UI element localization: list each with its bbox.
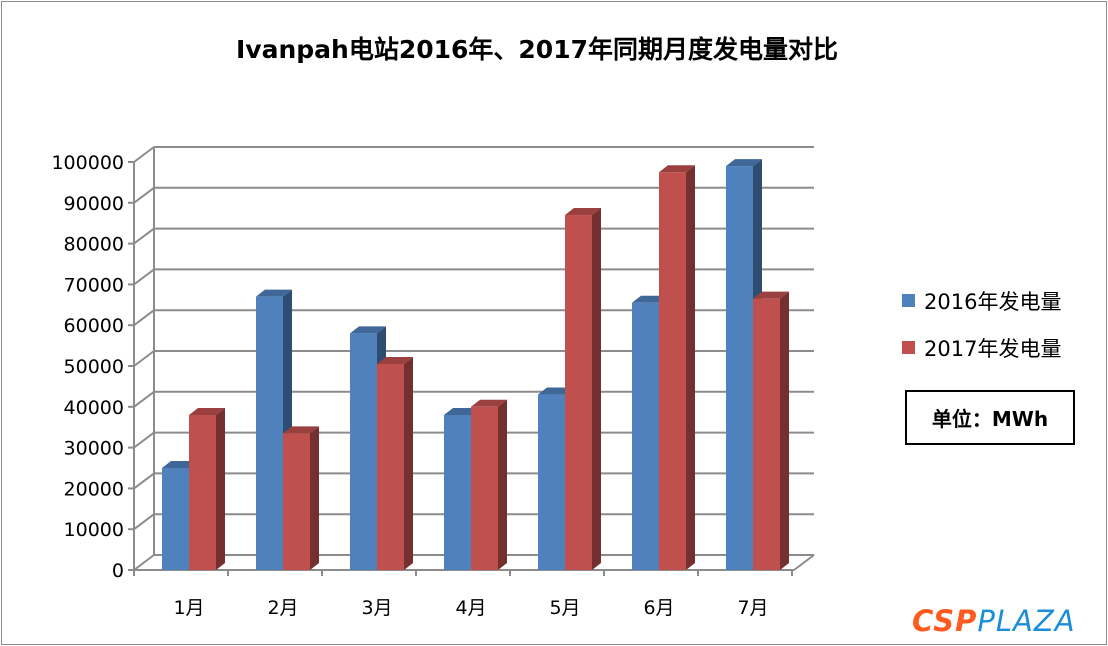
bar-top: [256, 289, 292, 297]
bar-side: [404, 356, 413, 570]
bar-front: [189, 414, 216, 570]
bar-top: [726, 159, 762, 167]
bar-front: [283, 433, 310, 570]
bar-side: [310, 426, 319, 570]
bar-front: [162, 468, 189, 570]
tick-labels: 1000009000080000700006000050000400003000…: [51, 152, 768, 619]
gridline-side: [133, 554, 155, 571]
gridline-side: [133, 513, 155, 531]
bars: [162, 159, 789, 571]
x-tick-label: 4月: [455, 597, 486, 619]
x-tick-label: 6月: [643, 597, 674, 619]
legend-label-2016: 2016年发电量: [924, 289, 1062, 314]
bar-2017年发电量-1月: [189, 407, 225, 570]
bar-top: [377, 356, 413, 364]
legend-swatch-2017: [902, 341, 915, 354]
x-tick-label: 7月: [737, 597, 768, 619]
y-tick-label: 60000: [64, 315, 124, 337]
legend-item-2017: 2017年发电量: [902, 332, 1061, 363]
gridline-side: [133, 390, 155, 408]
bar-top: [350, 326, 386, 334]
y-tick-label: 100000: [51, 152, 124, 174]
bar-top: [659, 165, 695, 173]
bar-front: [444, 414, 471, 570]
bar-side: [592, 208, 601, 571]
bar-top: [753, 291, 789, 299]
gridline-side: [133, 472, 155, 490]
x-tick-label: 5月: [549, 597, 580, 619]
y-tick-label: 0: [112, 560, 124, 582]
bar-2017年发电量-6月: [659, 165, 695, 570]
bar-side: [780, 291, 789, 570]
bar-top: [565, 208, 601, 216]
x-tick-label: 2月: [267, 597, 298, 619]
legend: 2016年发电量 2017年发电量: [902, 285, 1061, 379]
y-tick-label: 70000: [64, 274, 124, 296]
bar-front: [726, 166, 753, 570]
legend-item-2016: 2016年发电量: [902, 285, 1061, 316]
y-tick-label: 10000: [64, 519, 124, 541]
gridline-side: [133, 268, 155, 286]
bar-front: [632, 302, 659, 570]
bar-front: [377, 363, 404, 570]
bar-side: [216, 407, 225, 570]
bar-top: [283, 426, 319, 434]
x-tick-label: 1月: [173, 597, 204, 619]
y-tick-label: 50000: [64, 356, 124, 378]
gridline-side: [133, 350, 155, 367]
logo-part-plaza: PLAZA: [977, 604, 1076, 638]
bar-front: [256, 296, 283, 570]
gridline-side: [133, 146, 155, 163]
bar-front: [350, 333, 377, 570]
bar-front: [471, 406, 498, 570]
gridline-side: [133, 431, 155, 449]
y-tick-label: 20000: [64, 478, 124, 500]
csp-plaza-logo: CSPPLAZA: [912, 604, 1076, 638]
gridline-side: [133, 309, 155, 327]
chart-title: Ivanpah电站2016年、2017年同期月度发电量对比: [236, 35, 838, 64]
y-tick-label: 30000: [64, 438, 124, 460]
floor-edge: [793, 554, 815, 571]
bar-2017年发电量-5月: [565, 208, 601, 571]
unit-note: 单位：MWh: [905, 390, 1075, 445]
y-tick-label: 80000: [64, 234, 124, 256]
bar-2017年发电量-3月: [377, 356, 413, 570]
bar-2017年发电量-7月: [753, 291, 789, 570]
gridline-side: [133, 187, 155, 204]
bar-front: [565, 215, 592, 571]
y-tick-label: 40000: [64, 397, 124, 419]
gridline-side: [133, 227, 155, 245]
bar-top: [189, 407, 225, 415]
legend-swatch-2016: [902, 294, 915, 307]
bar-front: [538, 394, 565, 570]
bar-front: [753, 298, 780, 570]
logo-part-csp: CSP: [912, 604, 978, 638]
bar-top: [471, 399, 507, 407]
bar-2017年发电量-2月: [283, 426, 319, 570]
bar-side: [686, 165, 695, 570]
bar-side: [498, 399, 507, 570]
bar-front: [659, 172, 686, 570]
bar-2017年发电量-4月: [471, 399, 507, 570]
y-tick-label: 90000: [64, 193, 124, 215]
x-tick-label: 3月: [361, 597, 392, 619]
legend-label-2017: 2017年发电量: [924, 336, 1062, 361]
